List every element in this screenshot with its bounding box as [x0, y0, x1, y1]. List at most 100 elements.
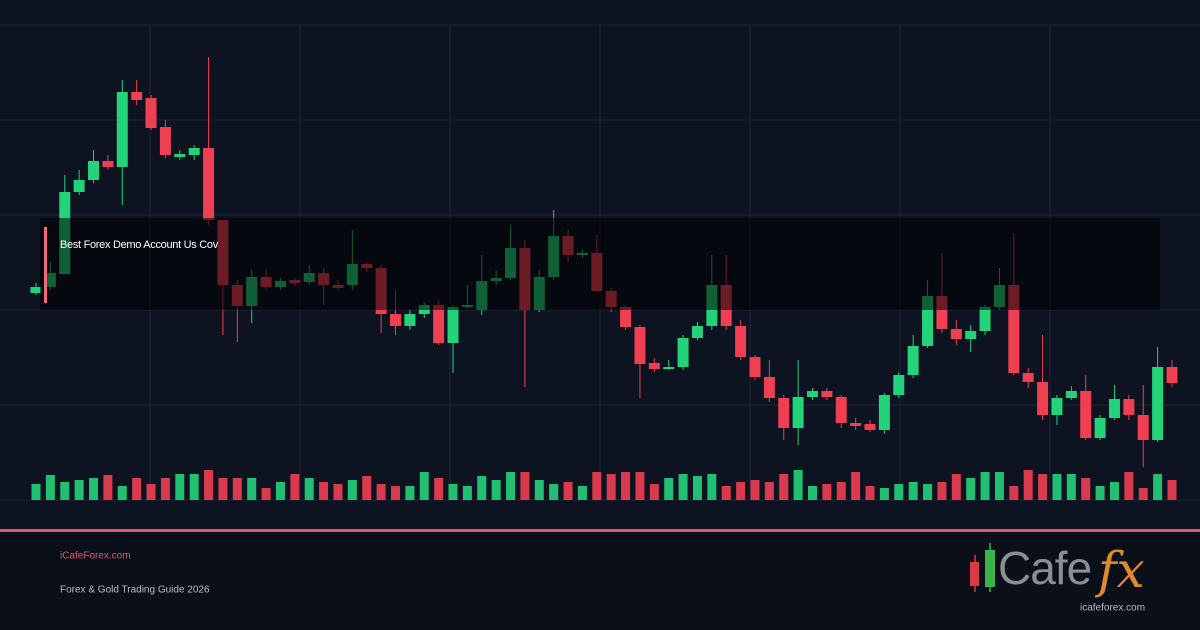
candle-body	[778, 398, 790, 428]
volume-bar	[247, 478, 257, 500]
candle-body	[131, 92, 143, 100]
candle-body	[1137, 415, 1149, 440]
candle-body	[73, 180, 85, 192]
candle-body	[88, 161, 100, 180]
volume-bar	[980, 472, 990, 500]
volume-bar	[304, 478, 314, 500]
footer-tagline: Forex & Gold Trading Guide 2026	[60, 585, 210, 596]
volume-bar	[649, 484, 659, 500]
candle-body	[936, 296, 948, 329]
candle-body	[634, 327, 646, 364]
candle-body	[663, 367, 675, 369]
volume-bar	[1109, 482, 1119, 500]
logo-wordmark: Cafe	[998, 542, 1091, 594]
volume-bar	[45, 475, 55, 500]
volume-bar	[865, 486, 875, 500]
logo-icon	[970, 562, 979, 586]
candle-body	[835, 397, 847, 423]
volume-bar	[103, 475, 113, 500]
volume-bar	[1023, 470, 1033, 500]
volume-bar	[477, 476, 487, 500]
volume-bar	[74, 480, 84, 500]
volume-bar	[275, 482, 285, 500]
volume-bar	[937, 482, 947, 500]
overlay-text: Best Forex Demo Account Us Cov	[60, 239, 219, 251]
volume-bar	[879, 488, 889, 500]
volume-bar	[1038, 474, 1048, 500]
volume-bar	[1095, 486, 1105, 500]
volume-bar	[491, 480, 501, 500]
candle-body	[677, 338, 689, 367]
volume-bar	[347, 480, 357, 500]
volume-bar	[764, 482, 774, 500]
footer-site: iCafeForex.com	[60, 551, 131, 562]
candle-body	[116, 92, 128, 167]
candle-body	[907, 346, 919, 375]
logo: Cafe fx icafeforex.com	[970, 541, 1145, 614]
volume-bar	[664, 478, 674, 500]
candle-body	[807, 391, 819, 397]
candle-body	[691, 326, 703, 338]
candle-body	[159, 127, 171, 155]
candle-body	[749, 357, 761, 377]
candle-body	[821, 391, 833, 397]
volume-bar	[60, 482, 70, 500]
volume-bar	[577, 486, 587, 500]
volume-bar	[1153, 474, 1163, 500]
volume-bar	[462, 486, 472, 500]
volume-bar	[448, 484, 458, 500]
volume-bar	[736, 482, 746, 500]
candle-body	[145, 98, 157, 128]
overlay: Best Forex Demo Account Us Cov	[40, 218, 1160, 310]
volume-bar	[419, 472, 429, 500]
candle-body	[735, 326, 747, 357]
volume-bar	[851, 472, 861, 500]
volume-bar	[376, 484, 386, 500]
volume-bar	[793, 470, 803, 500]
volume-bar	[31, 484, 41, 500]
volume-bar	[261, 488, 271, 500]
overlay-box	[40, 218, 1160, 310]
volume-bar	[319, 482, 329, 500]
volume-bar	[923, 484, 933, 500]
candle-body	[433, 305, 445, 343]
volume-bar	[721, 486, 731, 500]
candle-body	[1037, 382, 1049, 415]
volume-bar	[822, 484, 832, 500]
volume-bar	[994, 472, 1004, 500]
candle-body	[893, 375, 905, 395]
candle-body	[763, 377, 775, 398]
volume-bar	[1081, 478, 1091, 500]
candle-body	[203, 148, 215, 220]
candle-body	[965, 331, 977, 339]
logo-icon	[985, 550, 995, 587]
volume-bar	[132, 478, 142, 500]
volume-bar	[189, 474, 199, 500]
candle-body	[922, 296, 934, 346]
candle-body	[1123, 399, 1135, 415]
volume-bar	[520, 472, 530, 500]
volume-bar	[362, 476, 372, 500]
volume-bar	[1009, 486, 1019, 500]
candle-body	[389, 314, 401, 326]
logo-accent: fx	[1094, 541, 1145, 599]
divider	[0, 529, 1200, 532]
volume-bar	[1138, 488, 1148, 500]
volume-bar	[678, 474, 688, 500]
volume-bar	[218, 478, 228, 500]
volume-bar	[606, 474, 616, 500]
volume-bar	[534, 480, 544, 500]
candle-body	[404, 314, 416, 326]
volume-bar	[1124, 472, 1134, 500]
volume-bar	[1167, 480, 1177, 500]
volume-bar	[232, 478, 242, 500]
volume-bar	[894, 484, 904, 500]
volume-bar	[506, 472, 516, 500]
candle-body	[950, 329, 962, 339]
volume-bar	[592, 472, 602, 500]
overlay-accent	[44, 227, 47, 303]
candle-body	[850, 423, 862, 426]
candle-body	[1108, 399, 1120, 418]
volume-bar	[290, 474, 300, 500]
